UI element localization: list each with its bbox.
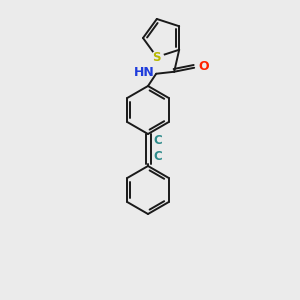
Text: HN: HN bbox=[134, 66, 154, 79]
Text: S: S bbox=[153, 50, 161, 64]
Text: C: C bbox=[153, 134, 162, 148]
Text: O: O bbox=[198, 60, 209, 73]
Text: C: C bbox=[153, 151, 162, 164]
